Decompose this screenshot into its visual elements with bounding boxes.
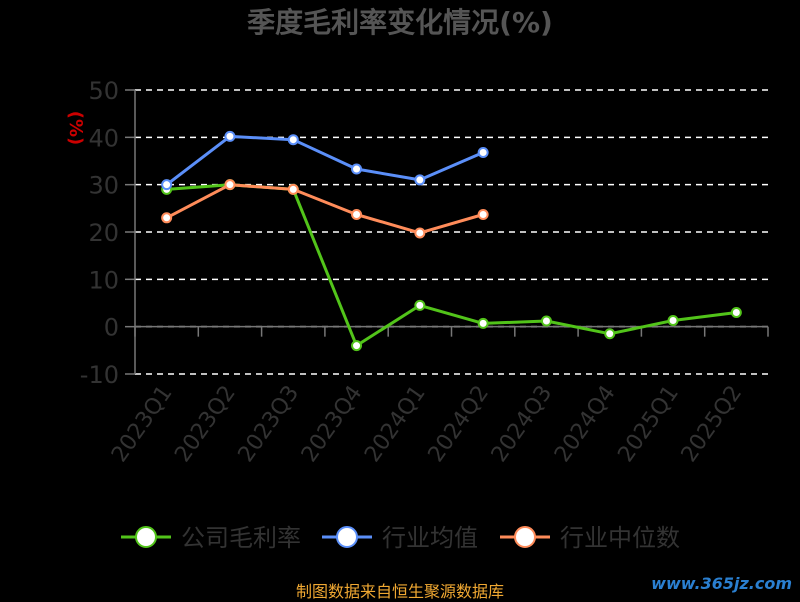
- legend-item-0: 公司毛利率: [121, 524, 301, 552]
- data-point: [161, 179, 173, 191]
- data-point: [351, 163, 363, 175]
- legend-label: 公司毛利率: [181, 524, 301, 552]
- series-lines: [161, 130, 742, 352]
- y-tick-label: 50: [88, 77, 119, 105]
- legend-label: 行业均值: [382, 524, 478, 552]
- data-point: [287, 134, 299, 146]
- data-point: [414, 227, 426, 239]
- x-tick-label: 2023Q2: [170, 381, 241, 467]
- series-2: [161, 179, 489, 239]
- y-tick-label: 0: [104, 314, 119, 342]
- y-tick-label: 40: [88, 124, 119, 152]
- series-line: [165, 134, 485, 187]
- legend-item-1: 行业均值: [322, 524, 478, 552]
- x-tick-label: 2024Q3: [487, 381, 558, 467]
- data-point: [161, 212, 173, 224]
- legend-swatch-marker: [514, 526, 536, 548]
- data-point: [667, 315, 679, 327]
- y-tick-label: 30: [88, 172, 119, 200]
- series-line: [165, 183, 738, 348]
- data-point: [477, 317, 489, 329]
- legend-item-2: 行业中位数: [500, 524, 680, 552]
- data-point: [477, 146, 489, 158]
- data-point: [351, 340, 363, 352]
- axes: 50403020100-102023Q12023Q22023Q32023Q420…: [80, 77, 769, 467]
- y-tick-label: -10: [80, 361, 119, 389]
- chart-title: 季度毛利率变化情况(%): [247, 6, 553, 39]
- data-point: [287, 183, 299, 195]
- x-tick-label: 2025Q1: [613, 381, 684, 467]
- series-1: [161, 130, 489, 191]
- data-point: [414, 174, 426, 186]
- x-tick-label: 2025Q2: [677, 381, 748, 467]
- data-point: [351, 208, 363, 220]
- legend: 公司毛利率 行业均值 行业中位数: [121, 524, 680, 552]
- legend-label: 行业中位数: [560, 524, 680, 552]
- y-tick-label: 20: [88, 219, 119, 247]
- x-tick-label: 2023Q4: [297, 381, 368, 467]
- watermark: www.365jz.com: [651, 574, 792, 593]
- y-tick-label: 10: [88, 266, 119, 294]
- data-point: [477, 208, 489, 220]
- series-line: [165, 183, 485, 235]
- legend-swatch-marker: [336, 526, 358, 548]
- x-tick-label: 2024Q1: [360, 381, 431, 467]
- data-point: [414, 299, 426, 311]
- data-point: [540, 315, 552, 327]
- legend-swatch-marker: [135, 526, 157, 548]
- footer-note: 制图数据来自恒生聚源数据库: [295, 582, 504, 601]
- data-point: [730, 306, 742, 318]
- data-point: [224, 179, 236, 191]
- x-tick-label: 2023Q3: [234, 381, 305, 467]
- y-axis-label: (%): [65, 111, 86, 146]
- x-tick-label: 2023Q1: [107, 381, 178, 467]
- x-tick-label: 2024Q4: [550, 381, 621, 467]
- x-tick-label: 2024Q2: [424, 381, 495, 467]
- series-0: [161, 179, 742, 352]
- data-point: [604, 328, 616, 340]
- data-point: [224, 130, 236, 142]
